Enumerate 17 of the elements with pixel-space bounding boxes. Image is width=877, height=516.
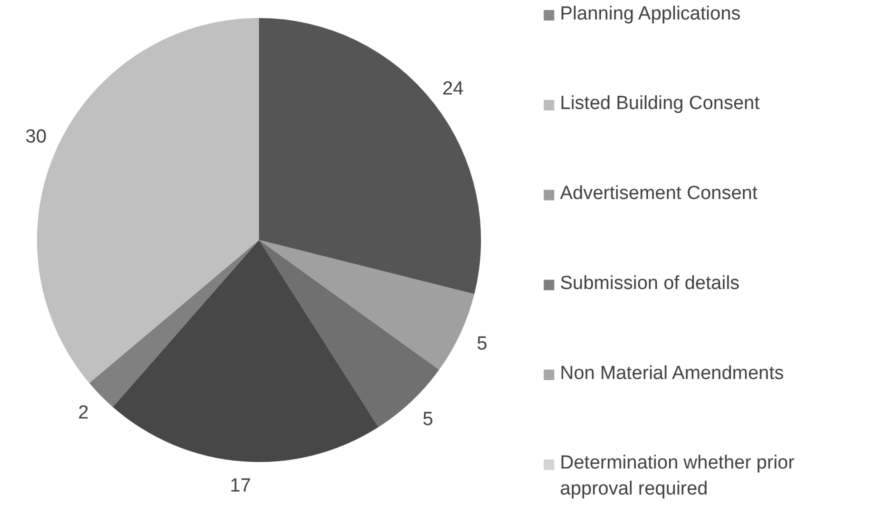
- data-label: 30: [25, 126, 47, 148]
- data-label: 5: [422, 408, 434, 430]
- legend-label: Planning Applications: [560, 3, 741, 24]
- legend-label: Listed Building Consent: [560, 93, 760, 114]
- pie-slice: [112, 240, 378, 462]
- data-label: 2: [78, 402, 89, 424]
- pie-slice: [259, 18, 481, 294]
- legend-label: Submission of details: [560, 272, 740, 294]
- pie-slice: [259, 240, 474, 370]
- legend-label: Determination whether prior approval required: [560, 452, 796, 500]
- data-label: 5: [476, 334, 488, 355]
- legend-label: Non Material Amendments: [560, 362, 784, 384]
- pie-slice: [89, 240, 259, 408]
- legend-label: Advertisement Consent: [560, 183, 758, 204]
- pie-slice: [259, 240, 440, 428]
- data-label: 17: [230, 475, 251, 496]
- data-label: 24: [442, 78, 464, 100]
